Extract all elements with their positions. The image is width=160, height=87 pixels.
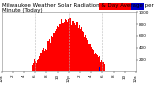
Text: Milwaukee Weather Solar Radiation & Day Average per Minute (Today): Milwaukee Weather Solar Radiation & Day … — [2, 3, 153, 13]
Bar — [99, 67, 100, 71]
